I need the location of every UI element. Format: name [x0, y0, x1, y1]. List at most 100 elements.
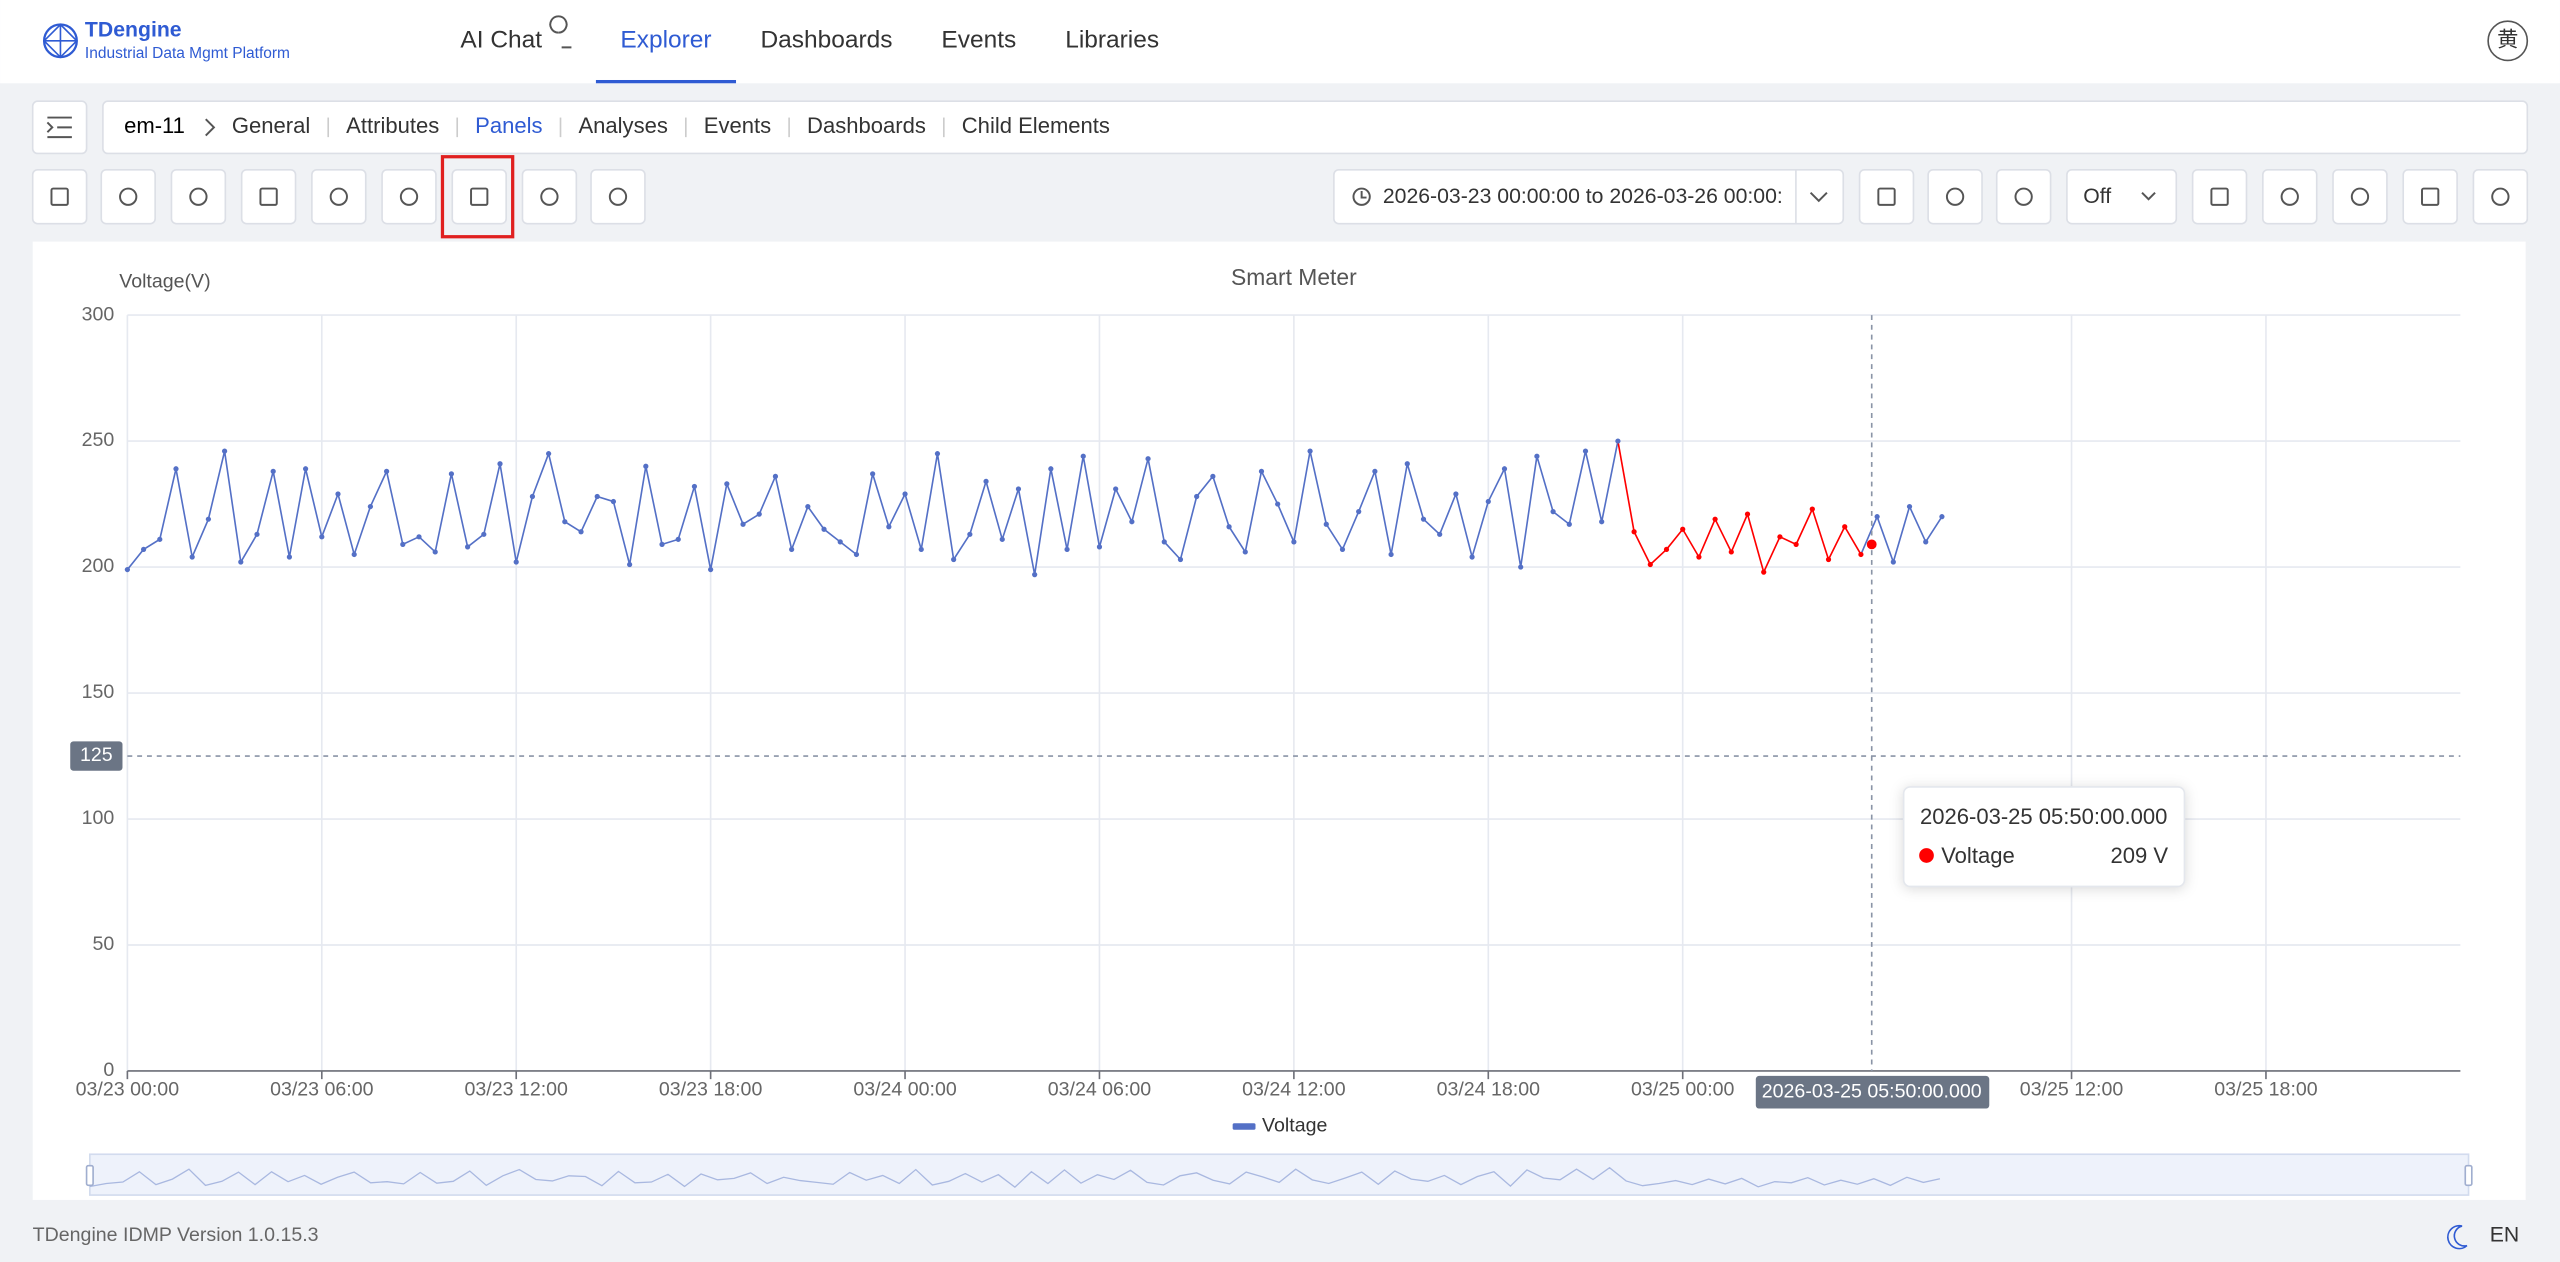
- dropdown-icon: [1809, 191, 1828, 203]
- time-picker[interactable]: [1333, 168, 1845, 225]
- data-point: [416, 534, 422, 540]
- tab[interactable]: Dashboards: [807, 113, 926, 138]
- data-point: [464, 544, 471, 550]
- element-name[interactable]: em-11: [124, 113, 185, 138]
- data-point: [821, 526, 827, 532]
- tool-button[interactable]: [311, 168, 367, 225]
- tool-button[interactable]: [381, 168, 437, 225]
- data-point: [1032, 572, 1038, 578]
- data-point: [1761, 569, 1767, 575]
- data-point: [1518, 564, 1524, 570]
- tool-button[interactable]: [1927, 168, 1983, 225]
- tool-icon: [2210, 187, 2229, 206]
- tool-button[interactable]: [2332, 168, 2388, 225]
- data-point: [578, 529, 584, 535]
- data-point: [221, 448, 228, 454]
- nav-item[interactable]: Events: [941, 26, 1016, 53]
- breadcrumb-bar: [102, 100, 2529, 155]
- data-point: [1080, 453, 1086, 459]
- tool-button[interactable]: [1995, 168, 2052, 225]
- zoom-handle[interactable]: [85, 1164, 94, 1187]
- tool-button[interactable]: [170, 168, 227, 225]
- data-point: [1323, 521, 1329, 527]
- data-point: [772, 473, 779, 479]
- tab[interactable]: Panels: [475, 113, 542, 138]
- avatar[interactable]: [2487, 20, 2529, 62]
- tool-button[interactable]: [2402, 168, 2458, 225]
- data-point: [1615, 438, 1621, 444]
- nav: AI Chat Explorer Dashboards Events Libraries: [460, 15, 1159, 84]
- mark-line-badge: [70, 741, 123, 771]
- tool-icon: [2421, 187, 2440, 206]
- nav-item[interactable]: Dashboards: [761, 26, 893, 53]
- tab[interactable]: General: [232, 113, 310, 138]
- toggle-icon: [46, 116, 72, 139]
- tool-button[interactable]: [2191, 168, 2248, 225]
- data-point: [643, 463, 649, 469]
- data-point: [1258, 468, 1265, 474]
- zoom-handle[interactable]: [2464, 1164, 2473, 1187]
- data-point: [1356, 509, 1362, 515]
- data-point: [1501, 466, 1508, 472]
- tool-button[interactable]: [1858, 168, 1915, 225]
- tool-button[interactable]: [590, 168, 646, 225]
- tool-icon: [50, 187, 69, 206]
- tab[interactable]: Events: [704, 113, 771, 138]
- data-point: [659, 541, 665, 547]
- tool-button[interactable]: [2472, 168, 2529, 225]
- tool-icon: [540, 187, 559, 206]
- data-point: [1388, 551, 1394, 558]
- tool-button[interactable]: [240, 168, 297, 225]
- data-point: [708, 566, 714, 573]
- tab[interactable]: Attributes: [346, 113, 439, 138]
- x-tick-label: 03/23 06:00: [270, 1079, 374, 1101]
- theme-toggle[interactable]: [2447, 1224, 2468, 1250]
- data-point: [1842, 524, 1848, 530]
- tab[interactable]: Analyses: [578, 113, 667, 138]
- data-point: [173, 466, 179, 472]
- chart: Smart Meter Voltage(V) 0 50 100 150 200 250 300 0…: [70, 264, 2473, 1196]
- data-point: [1550, 509, 1556, 515]
- data-point: [335, 491, 341, 497]
- data-point: [1680, 526, 1686, 532]
- nav-item[interactable]: Explorer: [620, 26, 711, 53]
- data-point: [1469, 554, 1475, 560]
- tooltip-marker: [1919, 848, 1934, 863]
- data-point: [967, 531, 973, 537]
- tabs: General Attributes Panels Analyses Events Das…: [232, 113, 1110, 138]
- data-point: [886, 524, 892, 530]
- data-point: [1129, 519, 1135, 525]
- data-point: [1631, 529, 1637, 535]
- tool-button[interactable]: [2262, 168, 2318, 225]
- data-point: [1339, 546, 1346, 553]
- legend-label[interactable]: Voltage: [1262, 1115, 1327, 1137]
- data-point: [1210, 473, 1216, 479]
- tool-icon: [399, 187, 419, 206]
- data-point: [1825, 556, 1832, 563]
- data-point: [1404, 461, 1410, 467]
- header: [0, 0, 2560, 84]
- ai-icon: [549, 15, 572, 49]
- nav-item[interactable]: AI Chat: [460, 26, 542, 53]
- language[interactable]: EN: [2490, 1223, 2519, 1246]
- refresh-select[interactable]: [2066, 168, 2178, 225]
- logo-icon: [42, 23, 78, 59]
- data-point: [805, 503, 811, 510]
- logo[interactable]: TDengine Industrial Data Mgmt Platform: [42, 19, 290, 62]
- tab[interactable]: Child Elements: [962, 113, 1110, 138]
- data-point: [934, 451, 941, 457]
- chart-title: Smart Meter: [1231, 264, 1357, 290]
- data-point: [627, 561, 633, 568]
- time-range: 2026-03-23 00:00:00 to 2026-03-26 00:00:: [1383, 185, 1783, 208]
- tool-button[interactable]: [100, 168, 156, 225]
- tool-button[interactable]: [31, 168, 88, 225]
- y-tick-label: 50: [93, 933, 115, 955]
- dropdown-icon: [2141, 191, 2156, 201]
- legend-swatch[interactable]: [1232, 1123, 1256, 1130]
- y-tick-label: 100: [82, 807, 115, 829]
- nav-item[interactable]: Libraries: [1065, 26, 1159, 53]
- data-point: [546, 451, 552, 457]
- tool-button[interactable]: [451, 168, 507, 225]
- tool-button[interactable]: [521, 168, 578, 225]
- x-tick-label: 03/25 12:00: [2020, 1079, 2124, 1101]
